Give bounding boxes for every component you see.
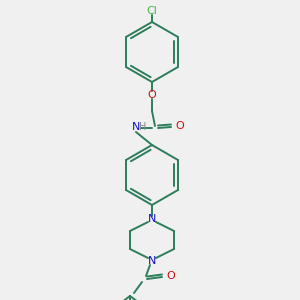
- Text: N: N: [148, 214, 156, 224]
- Text: N: N: [132, 122, 140, 133]
- Text: N: N: [148, 256, 156, 266]
- Text: O: O: [167, 271, 176, 281]
- Text: O: O: [148, 90, 156, 100]
- Text: O: O: [176, 121, 184, 131]
- Text: H: H: [139, 122, 147, 133]
- Text: Cl: Cl: [147, 6, 158, 16]
